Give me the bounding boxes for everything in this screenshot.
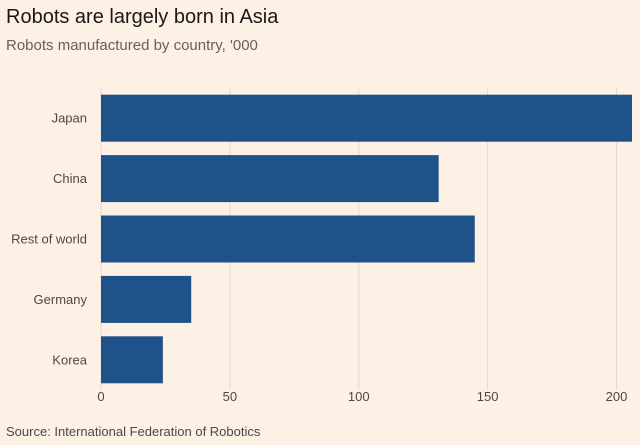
bar [101, 275, 192, 323]
bar-chart: Japan China Rest of world Germany Korea 0 50 1… [11, 88, 632, 404]
x-axis-tick-labels: 0 50 100 150 200 [97, 389, 627, 404]
bars [101, 94, 632, 384]
x-tick-label: 100 [348, 389, 370, 404]
category-label: Rest of world [11, 232, 87, 247]
x-tick-label: 200 [606, 389, 628, 404]
source-note: Source: International Federation of Robo… [6, 424, 261, 439]
x-tick-label: 0 [97, 389, 104, 404]
category-label: Germany [34, 292, 88, 307]
bar [101, 336, 163, 384]
category-label: Korea [52, 352, 87, 367]
bar [101, 155, 439, 203]
chart-subtitle: Robots manufactured by country, '000 [6, 37, 258, 54]
chart-title: Robots are largely born in Asia [6, 6, 279, 28]
category-label: China [53, 171, 88, 186]
x-tick-label: 150 [477, 389, 499, 404]
x-tick-label: 50 [223, 389, 237, 404]
category-label: Japan [52, 111, 87, 126]
category-labels: Japan China Rest of world Germany Korea [11, 111, 88, 368]
bar [101, 94, 632, 142]
bar [101, 215, 475, 263]
